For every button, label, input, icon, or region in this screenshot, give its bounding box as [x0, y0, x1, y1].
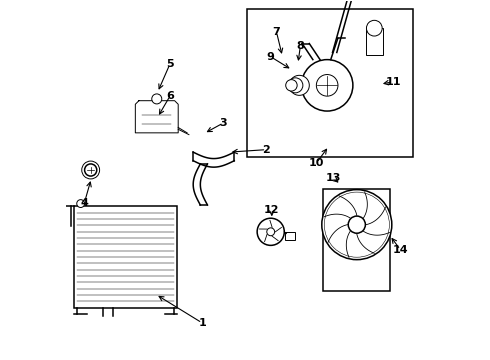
Circle shape — [289, 75, 309, 95]
Circle shape — [286, 80, 297, 91]
Circle shape — [322, 190, 392, 260]
Circle shape — [152, 94, 162, 104]
Circle shape — [85, 164, 97, 176]
Text: 12: 12 — [264, 205, 279, 215]
Text: 1: 1 — [198, 318, 206, 328]
Text: 9: 9 — [267, 52, 275, 62]
Text: 4: 4 — [80, 198, 88, 208]
Text: 2: 2 — [263, 145, 270, 155]
Bar — [367, 28, 383, 55]
Circle shape — [367, 20, 382, 36]
Text: 6: 6 — [166, 91, 174, 101]
Text: 10: 10 — [309, 158, 324, 168]
Bar — [74, 206, 177, 307]
Circle shape — [77, 200, 85, 207]
Circle shape — [301, 60, 353, 111]
Bar — [247, 9, 413, 157]
Circle shape — [317, 75, 338, 96]
Circle shape — [288, 78, 303, 93]
Bar — [285, 232, 295, 240]
Text: 3: 3 — [220, 118, 227, 128]
Text: 5: 5 — [166, 59, 174, 69]
Text: 13: 13 — [326, 173, 341, 183]
Circle shape — [257, 218, 284, 246]
Circle shape — [267, 228, 275, 236]
Text: 11: 11 — [386, 77, 401, 87]
Text: 14: 14 — [392, 245, 408, 255]
Bar — [323, 189, 390, 291]
Circle shape — [348, 216, 366, 233]
Text: 7: 7 — [272, 27, 280, 37]
Text: 8: 8 — [296, 41, 304, 51]
